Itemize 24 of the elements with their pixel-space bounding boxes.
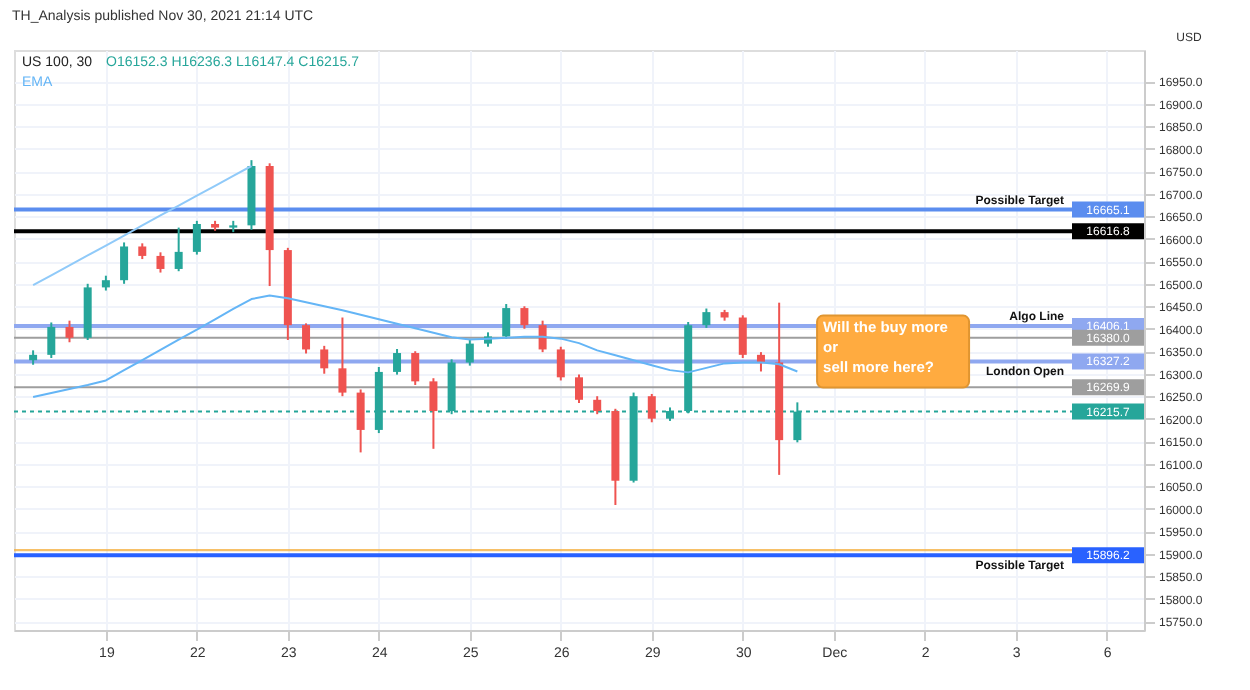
candlestick — [393, 347, 402, 376]
candlestick — [320, 344, 329, 375]
candlestick — [192, 219, 201, 256]
line-series — [32, 165, 253, 287]
candlestick — [502, 303, 511, 340]
candlestick — [65, 319, 74, 344]
candlestick — [302, 322, 311, 355]
candlestick — [465, 339, 474, 367]
candlestick — [702, 307, 711, 329]
candlestick — [411, 350, 420, 386]
line-series — [32, 294, 799, 399]
candlestick — [120, 241, 129, 285]
candlestick — [538, 319, 547, 354]
candlestick — [174, 226, 183, 273]
candlestick — [47, 321, 56, 359]
candlestick — [338, 316, 347, 398]
candlestick — [520, 305, 529, 330]
candlestick — [556, 345, 565, 382]
candlestick — [647, 392, 656, 424]
candlestick — [429, 377, 438, 450]
candlestick — [738, 314, 747, 359]
candlestick — [356, 388, 365, 454]
candlestick — [575, 373, 583, 404]
candlestick — [156, 251, 165, 274]
